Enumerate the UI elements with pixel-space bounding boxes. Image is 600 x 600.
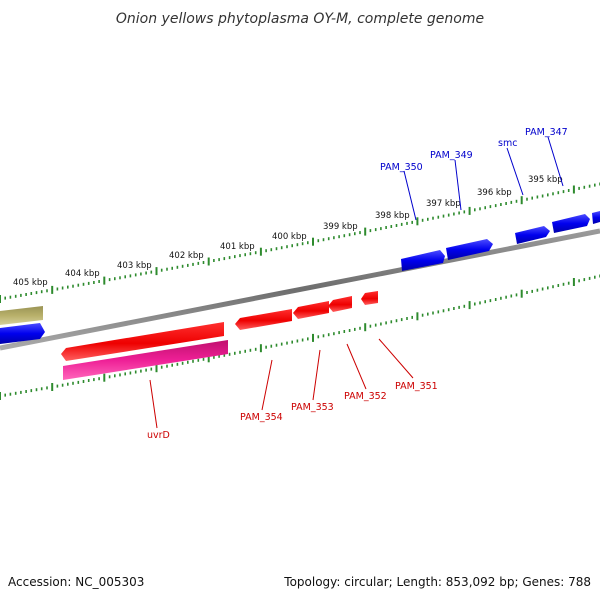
leader-pam-349	[454, 159, 462, 211]
gene-arrow-uvrD[interactable]	[61, 322, 224, 361]
gene-arrow-pam-354[interactable]	[235, 309, 292, 330]
gene-arrow-pam-347[interactable]	[552, 214, 590, 233]
ruler-label-396: 396 kbp	[477, 188, 512, 198]
leader-pam-350	[403, 170, 417, 221]
label-pam-351[interactable]: PAM_351	[395, 381, 438, 392]
outer-ruler: 405 kbp 404 kbp 403 kbp 402 kbp 401 kbp …	[0, 175, 600, 303]
genome-backbone	[0, 228, 600, 351]
label-pam-350[interactable]: PAM_350	[380, 162, 423, 173]
label-uvrD[interactable]: uvrD	[147, 430, 170, 441]
forward-genes	[0, 211, 600, 344]
forward-gene-labels: PAM_350 PAM_349 smc PAM_347	[380, 127, 568, 221]
gene-arrow-pam-351[interactable]	[361, 291, 378, 305]
gene-arrow-pam-352[interactable]	[328, 296, 352, 312]
label-pam-354[interactable]: PAM_354	[240, 412, 283, 423]
label-pam-349[interactable]: PAM_349	[430, 150, 473, 161]
gene-arrow-smc[interactable]	[515, 226, 550, 244]
ruler-label-399: 399 kbp	[323, 222, 358, 232]
gene-arrow-pam-350[interactable]	[401, 250, 445, 271]
ruler-label-405: 405 kbp	[13, 278, 48, 288]
gene-arrow-uvrD-pink[interactable]	[63, 340, 228, 380]
leader-pam-351	[378, 338, 414, 379]
reverse-genes	[61, 291, 378, 380]
gene-arrow-left-edge[interactable]	[0, 323, 45, 344]
leader-pam-354	[261, 359, 273, 411]
genome-summary-text: Topology: circular; Length: 853,092 bp; …	[283, 575, 591, 589]
ruler-label-402: 402 kbp	[169, 251, 204, 261]
gene-arrow-pam-349[interactable]	[446, 239, 493, 260]
map-title: Onion yellows phytoplasma OY-M, complete…	[116, 11, 484, 27]
ruler-label-398: 398 kbp	[375, 211, 410, 221]
ruler-label-397: 397 kbp	[426, 199, 461, 209]
label-pam-352[interactable]: PAM_352	[344, 391, 387, 402]
leader-pam-347	[547, 136, 564, 187]
leader-uvrD	[149, 379, 158, 429]
label-smc[interactable]: smc	[498, 138, 517, 149]
outer-ruler-minor-ticks	[4, 182, 600, 300]
ruler-label-403: 403 kbp	[117, 261, 152, 271]
ruler-label-400: 400 kbp	[272, 232, 307, 242]
misc-feature-block[interactable]	[0, 306, 43, 325]
inner-ruler	[0, 274, 600, 400]
ruler-label-401: 401 kbp	[220, 242, 255, 252]
accession-text: Accession: NC_005303	[8, 575, 144, 589]
gene-arrow-right-edge[interactable]	[592, 211, 600, 224]
reverse-gene-labels: uvrD PAM_354 PAM_353 PAM_352 PAM_351	[147, 338, 438, 441]
ruler-label-404: 404 kbp	[65, 269, 100, 279]
leader-pam-353	[312, 349, 321, 401]
leader-smc	[506, 147, 524, 196]
leader-pam-352	[346, 343, 367, 390]
label-pam-347[interactable]: PAM_347	[525, 127, 568, 138]
outer-ruler-major-ticks	[0, 185, 575, 303]
label-pam-353[interactable]: PAM_353	[291, 402, 334, 413]
inner-ruler-minor-ticks	[4, 274, 600, 397]
inner-ruler-major-ticks	[0, 278, 575, 400]
gene-arrow-pam-353[interactable]	[293, 301, 329, 319]
ruler-label-395: 395 kbp	[528, 175, 563, 185]
